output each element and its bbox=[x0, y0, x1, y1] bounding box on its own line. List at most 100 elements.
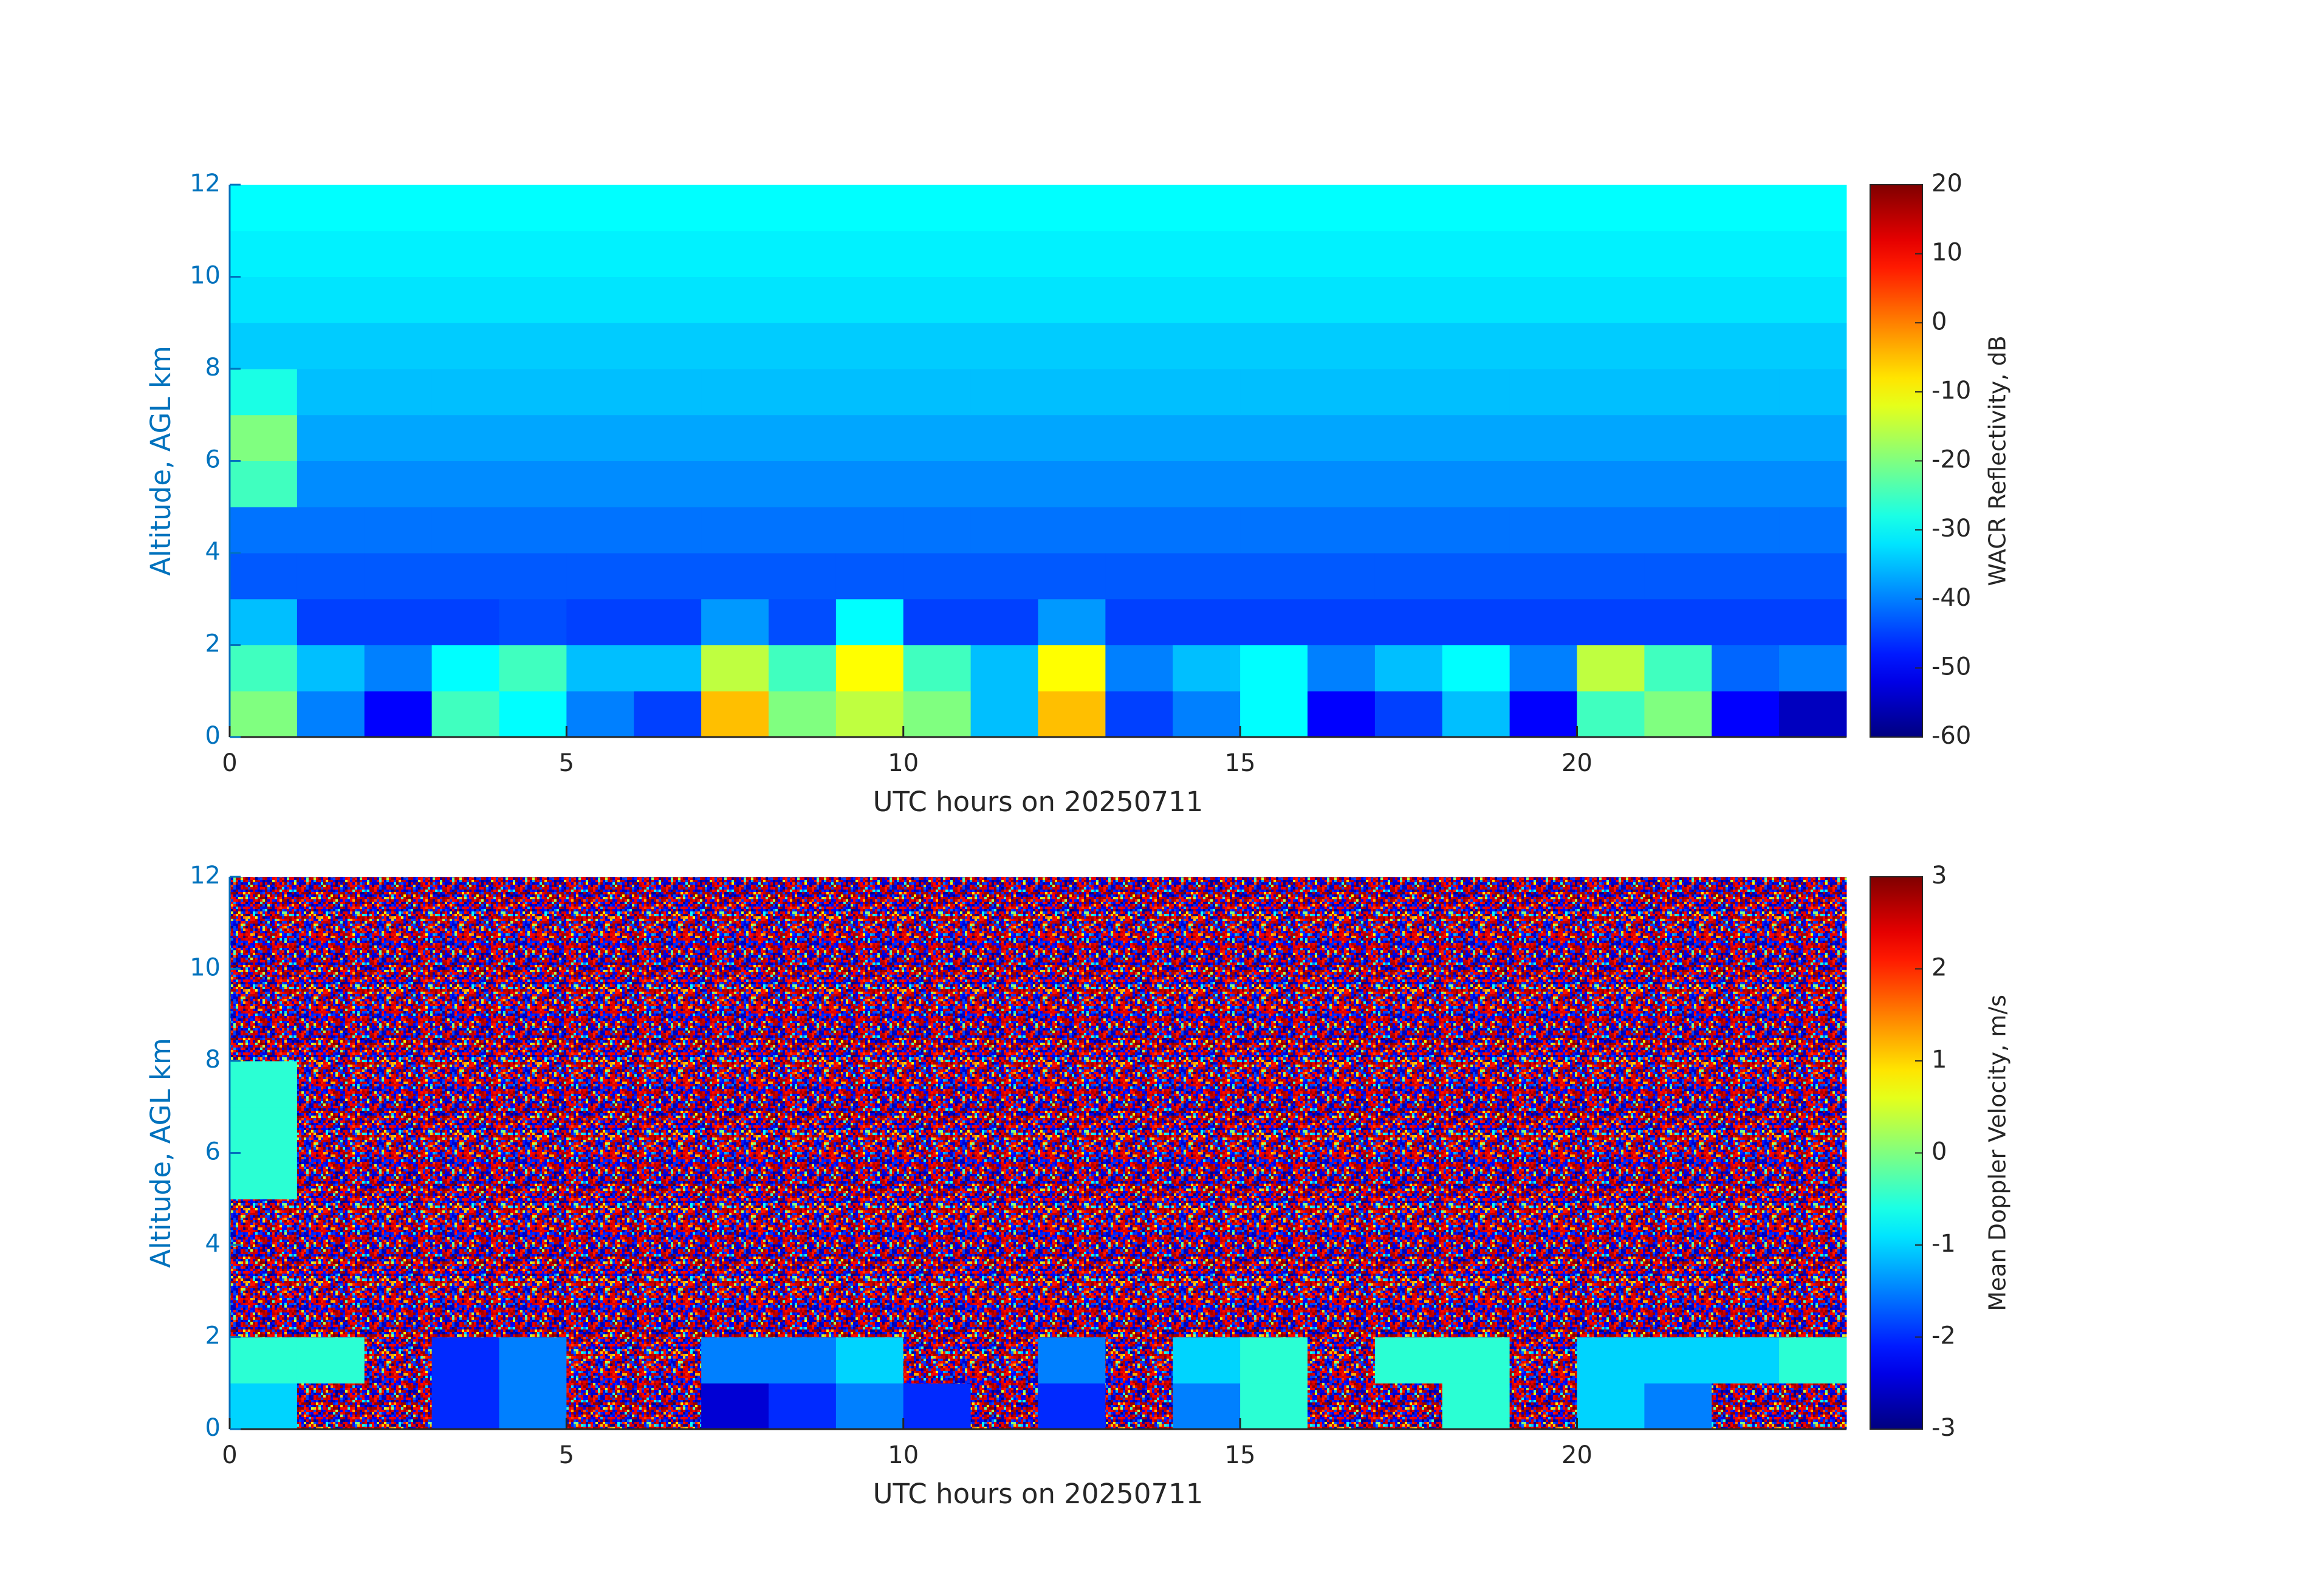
no-signal-cell bbox=[1105, 1245, 1173, 1292]
cell bbox=[1712, 369, 1780, 416]
cell bbox=[1038, 461, 1106, 507]
y-axis-label: Altitude, AGL km bbox=[145, 346, 177, 576]
heatmap bbox=[230, 185, 1847, 738]
no-signal-cell bbox=[566, 1061, 634, 1108]
cell bbox=[701, 645, 769, 691]
cell bbox=[499, 507, 567, 554]
no-signal-cell bbox=[431, 922, 499, 969]
cell bbox=[566, 276, 634, 323]
cell bbox=[1105, 461, 1173, 507]
no-signal-cell bbox=[835, 1199, 904, 1246]
cell bbox=[1105, 553, 1173, 600]
cell bbox=[1173, 461, 1241, 507]
no-signal-cell bbox=[970, 1061, 1038, 1108]
colorbar-tick-label: 0 bbox=[1932, 307, 1947, 335]
cell bbox=[1173, 507, 1241, 554]
cell bbox=[1105, 230, 1173, 277]
cell bbox=[634, 369, 702, 416]
no-signal-cell bbox=[1779, 969, 1847, 1015]
no-signal-cell bbox=[1779, 1015, 1847, 1062]
cell bbox=[1577, 691, 1645, 738]
cell bbox=[769, 461, 837, 507]
cell bbox=[431, 1337, 499, 1384]
no-signal-cell bbox=[566, 1291, 634, 1337]
no-signal-cell bbox=[1442, 1245, 1510, 1292]
cell bbox=[1240, 645, 1308, 691]
colorbar-tick-label: 0 bbox=[1932, 1138, 1947, 1166]
cell bbox=[769, 553, 837, 600]
no-signal-cell bbox=[1240, 1106, 1308, 1153]
no-signal-cell bbox=[1577, 969, 1645, 1015]
cell bbox=[1644, 461, 1712, 507]
no-signal-cell bbox=[1644, 969, 1712, 1015]
cell bbox=[1712, 1337, 1780, 1384]
cell bbox=[970, 369, 1038, 416]
cell bbox=[701, 507, 769, 554]
cell bbox=[1712, 461, 1780, 507]
no-signal-cell bbox=[1644, 877, 1712, 924]
cell bbox=[1374, 230, 1443, 277]
colorbar-tick-label: -20 bbox=[1932, 446, 1971, 474]
no-signal-cell bbox=[701, 1291, 769, 1337]
cell bbox=[431, 1383, 499, 1430]
no-signal-cell bbox=[1308, 1106, 1376, 1153]
x-tick-label: 0 bbox=[222, 1441, 237, 1469]
colorbar bbox=[1870, 876, 1923, 1430]
no-signal-cell bbox=[970, 922, 1038, 969]
cell bbox=[566, 323, 634, 369]
no-signal-cell bbox=[1712, 1245, 1780, 1292]
no-signal-cell bbox=[431, 1061, 499, 1108]
cell bbox=[1038, 691, 1106, 738]
no-signal-cell bbox=[1173, 969, 1241, 1015]
cell bbox=[1509, 599, 1577, 645]
cell bbox=[1779, 323, 1847, 369]
cell bbox=[364, 369, 433, 416]
no-signal-cell bbox=[566, 1383, 634, 1430]
cell bbox=[1442, 230, 1510, 277]
cell bbox=[1712, 553, 1780, 600]
cell bbox=[566, 553, 634, 600]
no-signal-cell bbox=[296, 1106, 365, 1153]
no-signal-cell bbox=[431, 877, 499, 924]
no-signal-cell bbox=[1644, 1015, 1712, 1062]
no-signal-cell bbox=[296, 969, 365, 1015]
no-signal-cell bbox=[1577, 1015, 1645, 1062]
y-axis-label: Altitude, AGL km bbox=[145, 1038, 177, 1268]
cell bbox=[230, 1061, 298, 1108]
no-signal-cell bbox=[970, 1383, 1038, 1430]
no-signal-cell bbox=[1442, 922, 1510, 969]
x-axis-label: UTC hours on 20250711 bbox=[873, 1478, 1204, 1510]
cell bbox=[431, 276, 499, 323]
no-signal-cell bbox=[1240, 1015, 1308, 1062]
cell bbox=[1779, 276, 1847, 323]
no-signal-cell bbox=[499, 1015, 567, 1062]
no-signal-cell bbox=[835, 1153, 904, 1199]
no-signal-cell bbox=[701, 1061, 769, 1108]
cell bbox=[769, 230, 837, 277]
cell bbox=[701, 414, 769, 461]
cell bbox=[499, 599, 567, 645]
cell bbox=[701, 276, 769, 323]
no-signal-cell bbox=[1173, 1153, 1241, 1199]
cell bbox=[431, 599, 499, 645]
no-signal-cell bbox=[499, 922, 567, 969]
x-tick-label: 10 bbox=[888, 1441, 919, 1469]
no-signal-cell bbox=[1240, 1291, 1308, 1337]
cell bbox=[1644, 645, 1712, 691]
cell bbox=[364, 645, 433, 691]
no-signal-cell bbox=[1105, 1106, 1173, 1153]
no-signal-cell bbox=[634, 1061, 702, 1108]
no-signal-cell bbox=[835, 1015, 904, 1062]
cell bbox=[364, 691, 433, 738]
no-signal-cell bbox=[903, 1153, 972, 1199]
no-signal-cell bbox=[1374, 1291, 1443, 1337]
cell bbox=[1712, 599, 1780, 645]
cell bbox=[1712, 276, 1780, 323]
cell bbox=[1577, 414, 1645, 461]
cell bbox=[701, 369, 769, 416]
cell bbox=[230, 230, 298, 277]
cell bbox=[1374, 507, 1443, 554]
cell bbox=[431, 691, 499, 738]
cell bbox=[296, 276, 365, 323]
no-signal-cell bbox=[1779, 1153, 1847, 1199]
